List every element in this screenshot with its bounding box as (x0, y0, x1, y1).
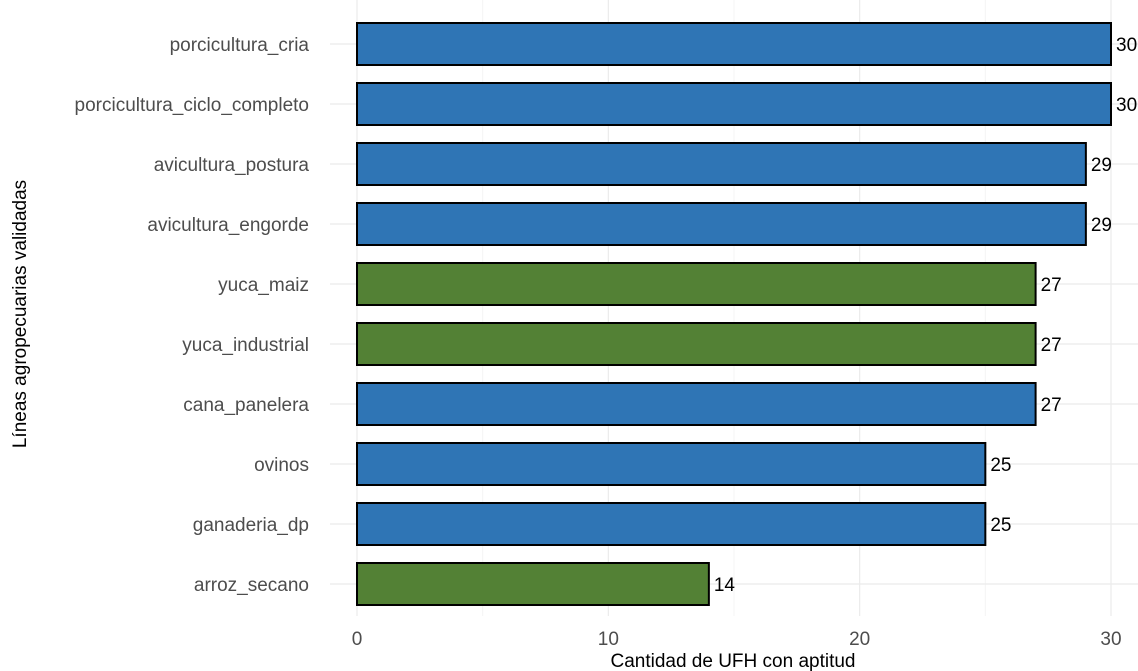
x-tick-label-20: 20 (849, 629, 870, 650)
x-tick-labels: 0 10 20 30 (352, 629, 1122, 650)
data-label-ganaderia_dp: 25 (990, 515, 1011, 536)
bar-yuca_maiz (356, 262, 1037, 306)
y-tick-label-yuca_industrial: yuca_industrial (182, 335, 309, 356)
y-tick-label-cana_panelera: cana_panelera (183, 395, 309, 416)
bar-arroz_secano (356, 562, 710, 606)
bars-group (356, 22, 1112, 606)
y-tick-label-porcicultura_ciclo_completo: porcicultura_ciclo_completo (75, 95, 309, 116)
bar-avicultura_engorde (356, 202, 1087, 246)
data-label-avicultura_postura: 29 (1091, 155, 1112, 176)
x-tick-label-0: 0 (352, 629, 363, 650)
x-tick-label-10: 10 (598, 629, 619, 650)
data-label-arroz_secano: 14 (714, 575, 736, 596)
data-label-porcicultura_cria: 30 (1116, 35, 1137, 56)
data-label-porcicultura_ciclo_completo: 30 (1116, 95, 1137, 116)
y-tick-labels: porcicultura_cria porcicultura_ciclo_comp… (75, 35, 310, 596)
x-axis-title: Cantidad de UFH con aptitud (610, 651, 855, 671)
y-tick-label-ganaderia_dp: ganaderia_dp (193, 515, 309, 536)
bar-yuca_industrial (356, 322, 1037, 366)
y-tick-label-ovinos: ovinos (254, 455, 309, 476)
data-label-ovinos: 25 (990, 455, 1011, 476)
y-tick-label-yuca_maiz: yuca_maiz (218, 275, 309, 296)
bar-avicultura_postura (356, 142, 1087, 186)
y-tick-label-avicultura_postura: avicultura_postura (154, 155, 310, 176)
data-labels-group: 30 30 29 29 27 27 27 25 25 14 (714, 35, 1137, 596)
bar-porcicultura_cria (356, 22, 1112, 66)
y-tick-label-avicultura_engorde: avicultura_engorde (147, 215, 309, 236)
x-tick-label-30: 30 (1100, 629, 1121, 650)
y-axis-title: Líneas agropecuarias validadas (10, 180, 31, 448)
data-label-cana_panelera: 27 (1041, 395, 1062, 416)
data-label-yuca_industrial: 27 (1041, 335, 1062, 356)
data-label-avicultura_engorde: 29 (1091, 215, 1112, 236)
bar-cana_panelera (356, 382, 1037, 426)
y-tick-label-porcicultura_cria: porcicultura_cria (170, 35, 310, 56)
y-tick-label-arroz_secano: arroz_secano (194, 575, 309, 596)
bar-porcicultura_ciclo_completo (356, 82, 1112, 126)
data-label-yuca_maiz: 27 (1041, 275, 1062, 296)
bar-ganaderia_dp (356, 502, 987, 546)
bar-ovinos (356, 442, 987, 486)
